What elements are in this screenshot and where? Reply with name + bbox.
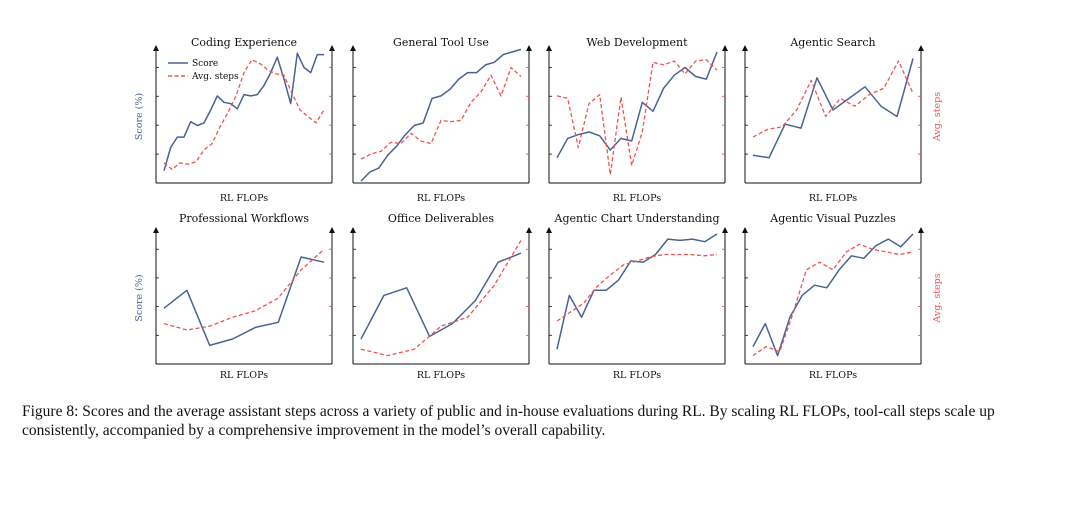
- panel-office-deliverables: Office Deliverables RL FLOPs: [350, 212, 532, 381]
- score-series-line: [163, 52, 324, 171]
- x-axis-label: RL FLOPs: [417, 370, 465, 381]
- y-axis-label-right: Avg. steps: [932, 92, 943, 142]
- left-axis-arrow: [350, 227, 356, 233]
- right-axis-arrow: [329, 227, 335, 233]
- left-axis-arrow: [153, 45, 159, 51]
- steps-series-line: [556, 59, 718, 176]
- panel-title: Web Development: [586, 36, 688, 49]
- x-axis-label: RL FLOPs: [613, 193, 661, 204]
- right-axis-arrow: [722, 227, 728, 233]
- legend: Score Avg. steps: [168, 59, 239, 82]
- legend-score-label: Score: [192, 59, 218, 69]
- x-axis-label: RL FLOPs: [220, 370, 268, 381]
- y-axis-label-right: Avg. steps: [932, 273, 943, 323]
- panel-title: Professional Workflows: [179, 212, 309, 225]
- panel-agentic-visual-puzzles: Agentic Visual Puzzles RL FLOPs Avg. steps: [742, 212, 943, 381]
- legend-steps-label: Avg. steps: [191, 72, 239, 82]
- score-series-line: [752, 58, 914, 159]
- score-series-line: [752, 233, 914, 357]
- panel-coding-experience: Coding Experience RL FLOPs Score (%): [134, 36, 335, 204]
- panel-title: Agentic Visual Puzzles: [769, 212, 896, 225]
- score-series-line: [556, 233, 718, 350]
- score-series-line: [360, 48, 522, 182]
- left-axis-arrow: [742, 45, 748, 51]
- x-axis-label: RL FLOPs: [809, 370, 857, 381]
- score-series-line: [556, 51, 718, 159]
- steps-series-line: [360, 66, 522, 160]
- panel-agentic-chart-understanding: Agentic Chart Understanding RL FLOPs: [546, 212, 728, 381]
- panels-layer: Coding Experience RL FLOPs Score (%) Genera…: [134, 36, 943, 381]
- score-series-line: [360, 252, 522, 340]
- x-axis-label: RL FLOPs: [613, 370, 661, 381]
- steps-series-line: [752, 243, 914, 357]
- panel-web-development: Web Development RL FLOPs: [546, 36, 728, 204]
- figure-caption: Figure 8: Scores and the average assista…: [22, 403, 995, 439]
- steps-series-line: [752, 60, 914, 138]
- x-axis-label: RL FLOPs: [809, 193, 857, 204]
- panel-title: Office Deliverables: [388, 212, 494, 225]
- right-axis-arrow: [329, 45, 335, 51]
- y-axis-label-left: Score (%): [134, 274, 145, 321]
- steps-series-line: [556, 253, 718, 322]
- right-axis-arrow: [918, 45, 924, 51]
- figure-8-chart-grid: Coding Experience RL FLOPs Score (%) Genera…: [134, 36, 943, 381]
- panel-agentic-search: Agentic Search RL FLOPs Avg. steps: [742, 36, 943, 204]
- steps-series-line: [163, 248, 325, 331]
- left-axis-arrow: [153, 227, 159, 233]
- steps-series-line: [360, 240, 522, 357]
- panel-professional-workflows: Professional Workflows RL FLOPs Score (%): [134, 212, 335, 381]
- panel-title: General Tool Use: [393, 36, 489, 49]
- left-axis-arrow: [546, 45, 552, 51]
- panel-general-tool-use: General Tool Use RL FLOPs: [350, 36, 532, 204]
- right-axis-arrow: [526, 45, 532, 51]
- right-axis-arrow: [918, 227, 924, 233]
- left-axis-arrow: [350, 45, 356, 51]
- left-axis-arrow: [742, 227, 748, 233]
- right-axis-arrow: [526, 227, 532, 233]
- panel-title: Agentic Search: [789, 36, 875, 49]
- x-axis-label: RL FLOPs: [220, 193, 268, 204]
- panel-title: Coding Experience: [191, 36, 297, 49]
- x-axis-label: RL FLOPs: [417, 193, 465, 204]
- y-axis-label-left: Score (%): [134, 93, 145, 140]
- left-axis-arrow: [546, 227, 552, 233]
- panel-title: Agentic Chart Understanding: [554, 212, 720, 225]
- score-series-line: [163, 256, 325, 347]
- steps-series-line: [163, 59, 325, 171]
- right-axis-arrow: [722, 45, 728, 51]
